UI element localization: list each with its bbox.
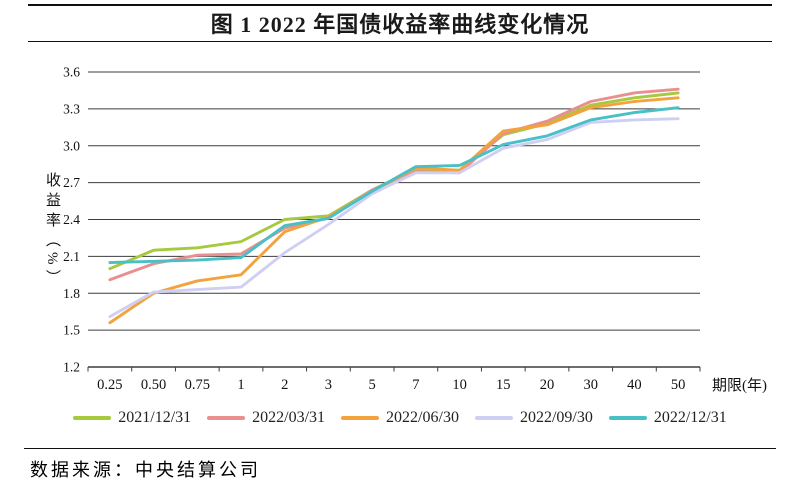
y-tick-label: 3.6	[63, 65, 80, 80]
x-tick-label: 0.25	[97, 377, 122, 393]
x-tick-label: 3	[325, 377, 332, 393]
x-tick-label: 1	[237, 377, 244, 393]
legend-item: 2022/03/31	[207, 409, 325, 427]
legend-line-marker	[207, 416, 246, 420]
title-underline-rule	[28, 41, 772, 42]
x-axis-title: 期限(年)	[712, 377, 767, 394]
legend-item: 2022/06/30	[341, 409, 459, 427]
x-tick-label: 50	[671, 377, 686, 393]
y-axis-title: 收益率（%）	[44, 172, 60, 290]
x-tick-label: 15	[496, 377, 511, 393]
legend-label: 2021/12/31	[118, 409, 192, 426]
x-tick-label: 7	[412, 377, 419, 393]
legend-item: 2021/12/31	[73, 409, 191, 427]
x-tick-label: 0.50	[141, 377, 166, 393]
legend-label: 2022/03/31	[252, 409, 326, 426]
legend-label: 2022/12/31	[653, 409, 727, 426]
legend-item: 2022/12/31	[608, 409, 727, 427]
y-tick-label: 1.5	[63, 323, 80, 338]
legend-line-marker	[608, 416, 647, 420]
legend-label: 2022/09/30	[519, 409, 593, 426]
series-line-2022-12-31	[108, 106, 680, 264]
y-tick-label: 1.2	[63, 360, 80, 375]
y-tick-label: 2.7	[63, 175, 80, 190]
legend-item: 2022/09/30	[474, 409, 593, 427]
yield-curve-chart: 1.2 1.5 1.8 2.1 2.4 2.7 3.0 3.3 3.6 0.25 0.50 0.75 1…	[63, 65, 767, 395]
x-tick-label: 30	[583, 377, 598, 393]
y-tick-label: 2.4	[63, 212, 80, 227]
legend-line-marker	[474, 416, 513, 420]
series-line-2022-09-30	[108, 117, 680, 319]
x-tick-label: 40	[627, 377, 642, 393]
y-tick-label: 3.3	[63, 101, 80, 116]
legend-label: 2022/06/30	[386, 409, 459, 426]
data-source: 数据来源：中央结算公司	[30, 460, 261, 480]
y-tick-label: 1.8	[63, 286, 80, 301]
top-rule	[28, 4, 772, 6]
chart-title: 图 1 2022 年国债收益率曲线变化情况	[210, 12, 590, 37]
x-tick-label: 20	[540, 377, 555, 393]
x-tick-label: 2	[281, 377, 288, 393]
legend-line-marker	[73, 416, 112, 420]
x-tick-label: 0.75	[185, 377, 210, 393]
footer-rule	[24, 448, 776, 449]
chart-legend: 2021/12/31 2022/03/31 2022/06/30 2022/09/30…	[0, 409, 800, 427]
x-tick-label: 10	[452, 377, 467, 393]
x-tick-label: 5	[369, 377, 376, 393]
legend-line-marker	[341, 416, 380, 420]
y-tick-label: 2.1	[63, 249, 80, 264]
y-tick-label: 3.0	[63, 138, 80, 153]
